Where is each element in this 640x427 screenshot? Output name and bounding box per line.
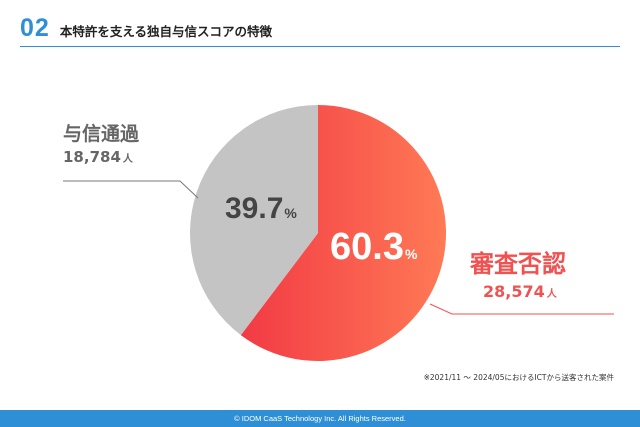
copyright-footer: © IDOM CaaS Technology Inc. All Rights R… <box>0 410 640 427</box>
leader-line-approved <box>63 180 199 199</box>
rejected-percent-sign: % <box>404 246 418 262</box>
pie-slice-approved <box>190 105 318 336</box>
approved-percent-sign: % <box>284 205 297 221</box>
approved-count-value: 18,784 <box>63 148 121 166</box>
approved-count-unit: 人 <box>122 154 133 165</box>
header-divider <box>20 46 620 47</box>
approved-percent-value: 39.7 <box>225 192 284 225</box>
approved-count: 18,784 人 <box>63 148 133 166</box>
header: 02 本特許を支える独自与信スコアの特徴 <box>20 14 272 43</box>
rejected-percent: 60.3% <box>330 226 417 269</box>
section-number: 02 <box>20 14 50 42</box>
rejected-label: 審査否認 <box>470 250 566 278</box>
approved-percent: 39.7% <box>225 192 297 226</box>
rejected-count: 28,574 人 <box>483 282 557 301</box>
footnote: ※2021/11 〜 2024/05におけるICTから送客された案件 <box>423 373 614 382</box>
rejected-percent-value: 60.3 <box>330 226 404 268</box>
approved-label: 与信通過 <box>63 123 140 145</box>
rejected-count-value: 28,574 <box>483 282 545 301</box>
section-title: 本特許を支える独自与信スコアの特徴 <box>59 24 272 39</box>
pie-slice-rejected <box>240 105 446 361</box>
leader-line-rejected <box>429 303 614 315</box>
rejected-count-unit: 人 <box>546 289 557 300</box>
